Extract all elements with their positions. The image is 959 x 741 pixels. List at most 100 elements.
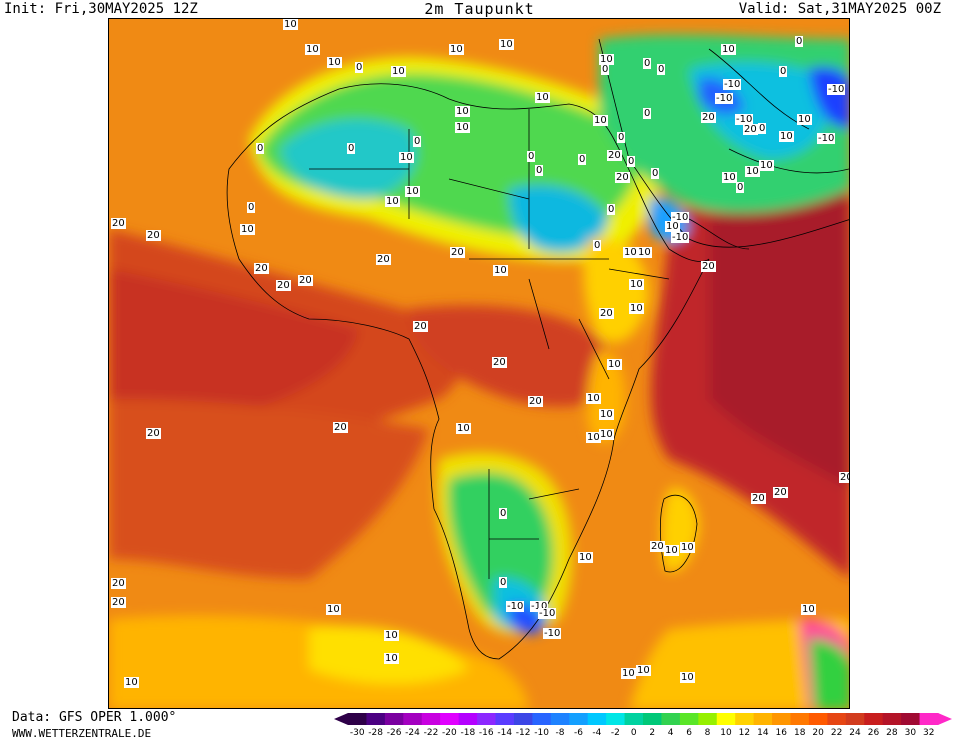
legend-swatch [901,713,921,725]
contour-label: 20 [751,493,766,504]
legend-arrow-left [334,713,348,725]
contour-label: 10 [629,303,644,314]
legend-swatch [606,713,626,725]
contour-label: 10 [385,196,400,207]
contour-label: 0 [247,202,256,213]
legend-tick-label: 30 [904,728,917,738]
legend-tick-label: 4 [667,728,674,738]
legend-tick-label: -6 [573,728,583,738]
legend-tick-label: -28 [368,728,384,738]
legend-swatch [772,713,791,725]
legend-swatch [864,713,884,725]
legend-tick-label: 20 [812,728,824,738]
contour-label: 20 [615,172,630,183]
contour-label: 10 [578,552,593,563]
legend-swatch [440,713,460,725]
legend-swatch [808,713,828,725]
contour-label: 0 [355,62,364,73]
contour-label: 20 [607,150,622,161]
legend-tick-label: -4 [592,728,602,738]
contour-label: -10 [543,628,562,639]
legend-tick-label: -16 [478,728,494,738]
contour-label: -10 [530,601,549,612]
legend-swatch [477,713,496,725]
legend-tick-label: 2 [649,728,656,738]
contour-label: 10 [593,115,608,126]
legend-tick-label: -10 [534,728,549,738]
contour-label: 10 [327,57,342,68]
contour-label: 10 [664,545,679,556]
contour-label: 10 [680,542,695,553]
legend-swatch [698,713,718,725]
legend-swatch [569,713,589,725]
contour-label: 20 [743,124,758,135]
contour-label: 10 [797,114,812,125]
contour-label: -10 [827,84,846,95]
contour-label: -10 [817,133,836,144]
contour-label: 0 [657,64,666,75]
legend-tick-label: -18 [460,728,476,738]
contour-label: 10 [455,122,470,133]
legend-swatch [458,713,478,725]
contour-label: 20 [146,428,161,439]
legend-tick-label: 0 [630,728,637,738]
legend-tick-label: -24 [405,728,420,738]
legend-tick-label: 18 [793,728,806,738]
contour-label: 0 [593,240,602,251]
dewpoint-map: 10 10 10 10 10 0 10 10 0 0 0 10 0 0 -10 -10 -10 10 10 10 10 0… [108,18,850,709]
contour-label: 10 [405,186,420,197]
contour-label: 0 [601,64,610,75]
contour-label: 20 [450,247,465,258]
contour-label: 20 [111,578,126,589]
data-source: Data: GFS OPER 1.000° [12,710,177,725]
contour-label: 10 [636,665,651,676]
contour-label: 0 [347,143,356,154]
color-legend: -30 -28 -26 -24 -22 -20 -18 -16 -14 -12 -10 -8 -6 -4-… [330,711,959,741]
legend-tick-label: 16 [775,728,788,738]
legend-swatch [348,713,367,725]
legend-swatch [550,713,570,725]
contour-label: 10 [449,44,464,55]
map-canvas [109,19,849,708]
legend-tick-label: -30 [349,728,365,738]
legend-tick-label: 10 [720,728,732,738]
contour-label: 20 [773,487,788,498]
legend-tick-label: 14 [757,728,769,738]
legend-swatch [403,713,423,725]
contour-label: -10 [506,601,525,612]
contour-label: -10 [538,608,557,619]
website: WWW.WETTERZENTRALE.DE [12,727,152,740]
contour-label: 0 [535,165,544,176]
contour-label: 0 [651,168,660,179]
contour-label: 0 [578,154,587,165]
contour-label: 10 [399,152,414,163]
contour-label: 10 [326,604,341,615]
contour-label: 20 [376,254,391,265]
legend-swatch [845,713,865,725]
legend-swatch [532,713,552,725]
legend-swatch [366,713,386,725]
legend-tick-label: -22 [423,728,439,738]
contour-label: 10 [240,224,255,235]
contour-label: 0 [413,136,422,147]
legend-tick-label: -20 [442,728,457,738]
contour-label: 0 [627,156,636,167]
legend-tick-label: -8 [555,728,565,738]
legend-tick-label: 6 [686,728,692,738]
contour-label: -10 [671,232,690,243]
contour-label: 10 [455,106,470,117]
contour-label: 0 [527,151,536,162]
contour-label: 10 [305,44,320,55]
contour-label: 0 [256,143,265,154]
contour-label: -10 [735,114,754,125]
contour-label: 20 [298,275,313,286]
legend-swatch [882,713,902,725]
contour-label: 10 [621,668,636,679]
contour-label: 10 [384,653,399,664]
contour-label: 10 [124,677,139,688]
contour-label: 20 [333,422,348,433]
legend-swatch [716,713,736,725]
contour-label: 10 [721,44,736,55]
contour-label: 0 [643,108,652,119]
legend-swatch [421,713,441,725]
